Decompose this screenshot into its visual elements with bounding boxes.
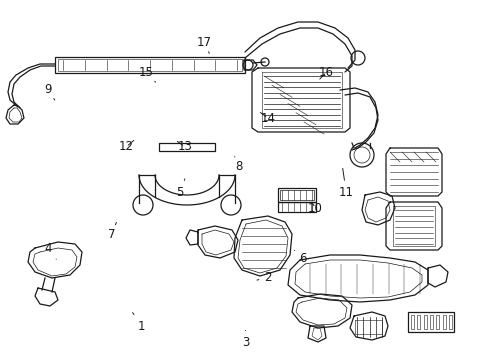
Bar <box>159 143 215 151</box>
Text: 11: 11 <box>338 168 353 199</box>
Bar <box>280 190 313 200</box>
Text: 8: 8 <box>234 157 242 173</box>
Bar <box>58 59 242 71</box>
Text: 2: 2 <box>256 271 271 284</box>
Bar <box>278 202 315 212</box>
Text: 13: 13 <box>177 140 192 153</box>
Text: 15: 15 <box>138 66 155 82</box>
Text: 5: 5 <box>176 179 184 199</box>
Bar <box>416 315 420 329</box>
Text: 14: 14 <box>260 112 275 125</box>
Bar <box>410 315 413 329</box>
Text: 4: 4 <box>44 242 56 259</box>
Text: 12: 12 <box>119 140 134 153</box>
Bar <box>448 315 451 329</box>
Bar <box>423 315 426 329</box>
Text: 6: 6 <box>294 250 306 265</box>
Text: 3: 3 <box>241 330 249 349</box>
Text: 16: 16 <box>319 66 333 79</box>
Bar <box>278 188 315 202</box>
Text: 17: 17 <box>197 36 211 53</box>
Bar <box>435 315 438 329</box>
Bar <box>442 315 445 329</box>
Bar <box>407 312 453 332</box>
Bar <box>55 57 244 73</box>
Text: 9: 9 <box>44 83 55 100</box>
Text: 1: 1 <box>132 312 145 333</box>
Bar <box>429 315 432 329</box>
Text: 7: 7 <box>107 222 116 240</box>
Text: 10: 10 <box>307 202 322 215</box>
